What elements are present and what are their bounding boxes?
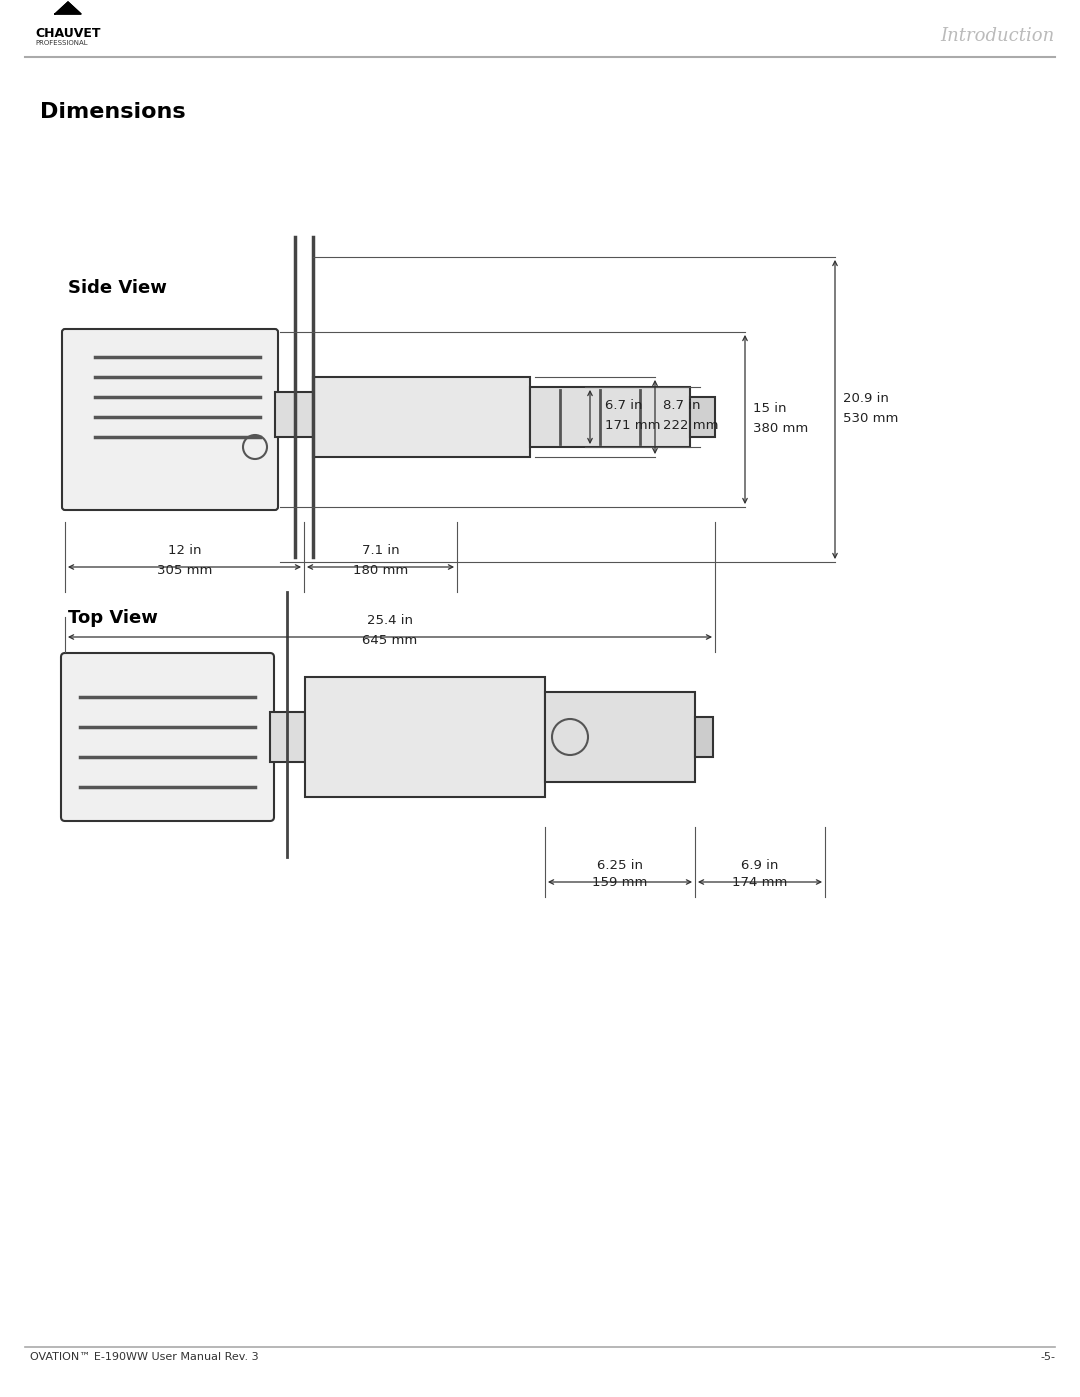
Text: 8.7 in: 8.7 in xyxy=(663,400,701,412)
Text: 171 mm: 171 mm xyxy=(605,419,661,432)
Text: 7.1 in: 7.1 in xyxy=(362,543,400,557)
Text: 25.4 in: 25.4 in xyxy=(367,615,413,627)
Text: 530 mm: 530 mm xyxy=(843,412,899,425)
Text: 6.9 in: 6.9 in xyxy=(741,859,779,872)
Bar xyxy=(270,712,305,761)
Bar xyxy=(545,692,696,782)
Text: 6.7 in: 6.7 in xyxy=(605,400,643,412)
FancyBboxPatch shape xyxy=(60,652,274,821)
Bar xyxy=(696,717,713,757)
Text: 222 mm: 222 mm xyxy=(663,419,718,432)
Text: Introduction: Introduction xyxy=(941,27,1055,45)
Text: Top View: Top View xyxy=(68,609,158,627)
Text: -5-: -5- xyxy=(1040,1352,1055,1362)
Text: 20.9 in: 20.9 in xyxy=(843,391,889,405)
Text: 305 mm: 305 mm xyxy=(157,564,212,577)
Bar xyxy=(275,393,313,437)
Text: Dimensions: Dimensions xyxy=(40,102,186,122)
Text: 12 in: 12 in xyxy=(167,543,201,557)
Polygon shape xyxy=(55,1,81,14)
Bar xyxy=(313,377,530,457)
Text: 180 mm: 180 mm xyxy=(353,564,408,577)
Text: 380 mm: 380 mm xyxy=(753,422,808,434)
Bar xyxy=(530,387,690,447)
Bar xyxy=(305,678,545,798)
Text: PROFESSIONAL: PROFESSIONAL xyxy=(35,41,87,46)
Text: 6.25 in: 6.25 in xyxy=(597,859,643,872)
Text: 15 in: 15 in xyxy=(753,401,786,415)
Text: 645 mm: 645 mm xyxy=(363,634,418,647)
Text: 174 mm: 174 mm xyxy=(732,876,787,888)
Text: CHAUVET: CHAUVET xyxy=(35,27,100,41)
Text: OVATION™ E-190WW User Manual Rev. 3: OVATION™ E-190WW User Manual Rev. 3 xyxy=(30,1352,258,1362)
Bar xyxy=(690,397,715,437)
Text: Side View: Side View xyxy=(68,279,167,298)
Text: 159 mm: 159 mm xyxy=(592,876,648,888)
FancyBboxPatch shape xyxy=(62,330,278,510)
